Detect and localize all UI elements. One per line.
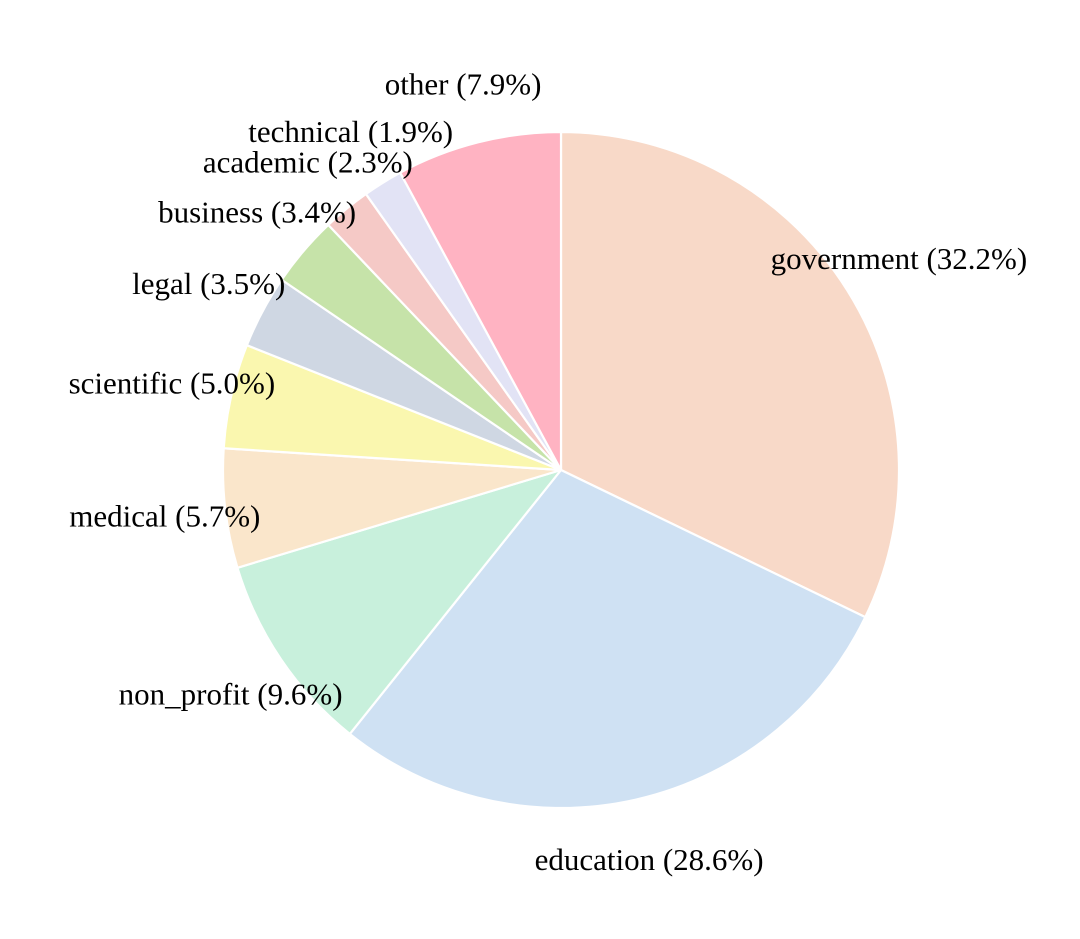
pie-label-legal: legal (3.5%): [132, 266, 285, 301]
pie-slice-other: [399, 130, 563, 472]
pie-label-education: education (28.6%): [535, 842, 764, 877]
pie-slice-non_profit: [236, 468, 563, 736]
pie-slice-education: [348, 468, 867, 810]
pie-labels: government (32.2%) education (28.6%) non_p…: [69, 66, 1028, 877]
pie-label-scientific: scientific (5.0%): [69, 365, 276, 400]
pie-slice-government: [559, 130, 901, 619]
pie-label-business: business (3.4%): [158, 195, 356, 230]
pie-label-medical: medical (5.7%): [69, 498, 260, 533]
pie-label-technical: technical (1.9%): [248, 114, 453, 149]
pie-label-academic: academic (2.3%): [203, 145, 413, 180]
pie-label-non_profit: non_profit (9.6%): [119, 676, 343, 711]
pie-label-government: government (32.2%): [771, 241, 1028, 276]
pie-wedges: [221, 130, 901, 810]
pie-label-other: other (7.9%): [385, 66, 542, 101]
